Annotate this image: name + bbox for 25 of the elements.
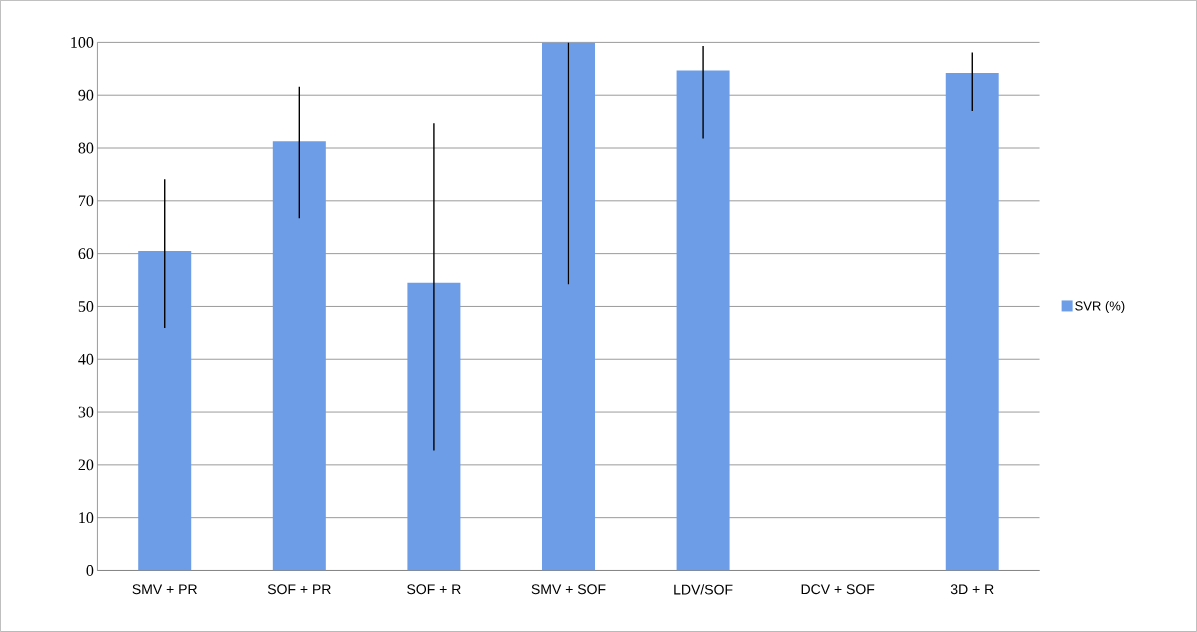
x-tick-label: LDV/SOF	[674, 584, 733, 595]
x-tick-label: SOF + R	[407, 584, 461, 595]
bar	[407, 282, 461, 571]
x-tick-label: DCV + SOF	[801, 584, 875, 595]
x-tick-label: SMV + SOF	[531, 584, 606, 595]
legend-label: SVR (%)	[1075, 301, 1125, 314]
bar	[541, 42, 595, 571]
y-tick-label: 40	[78, 353, 94, 365]
bar	[138, 251, 192, 571]
bar	[272, 141, 326, 571]
y-tick-label: 80	[78, 142, 94, 154]
bar	[945, 73, 999, 571]
y-tick-label: 30	[78, 406, 94, 418]
y-tick-label: 100	[71, 37, 94, 48]
x-tick-label: SOF + PR	[267, 584, 331, 595]
x-tick-label: SMV + PR	[132, 584, 197, 595]
y-tick-label: 20	[78, 459, 94, 471]
y-tick-label: 70	[78, 195, 94, 207]
y-tick-label: 0	[86, 565, 94, 576]
bar	[676, 70, 730, 571]
y-tick-label: 90	[78, 89, 94, 101]
x-tick-label: 3D + R	[950, 584, 994, 595]
y-tick-label: 10	[79, 512, 94, 524]
y-tick-label: 50	[78, 301, 94, 312]
y-tick-label: 60	[78, 248, 94, 260]
